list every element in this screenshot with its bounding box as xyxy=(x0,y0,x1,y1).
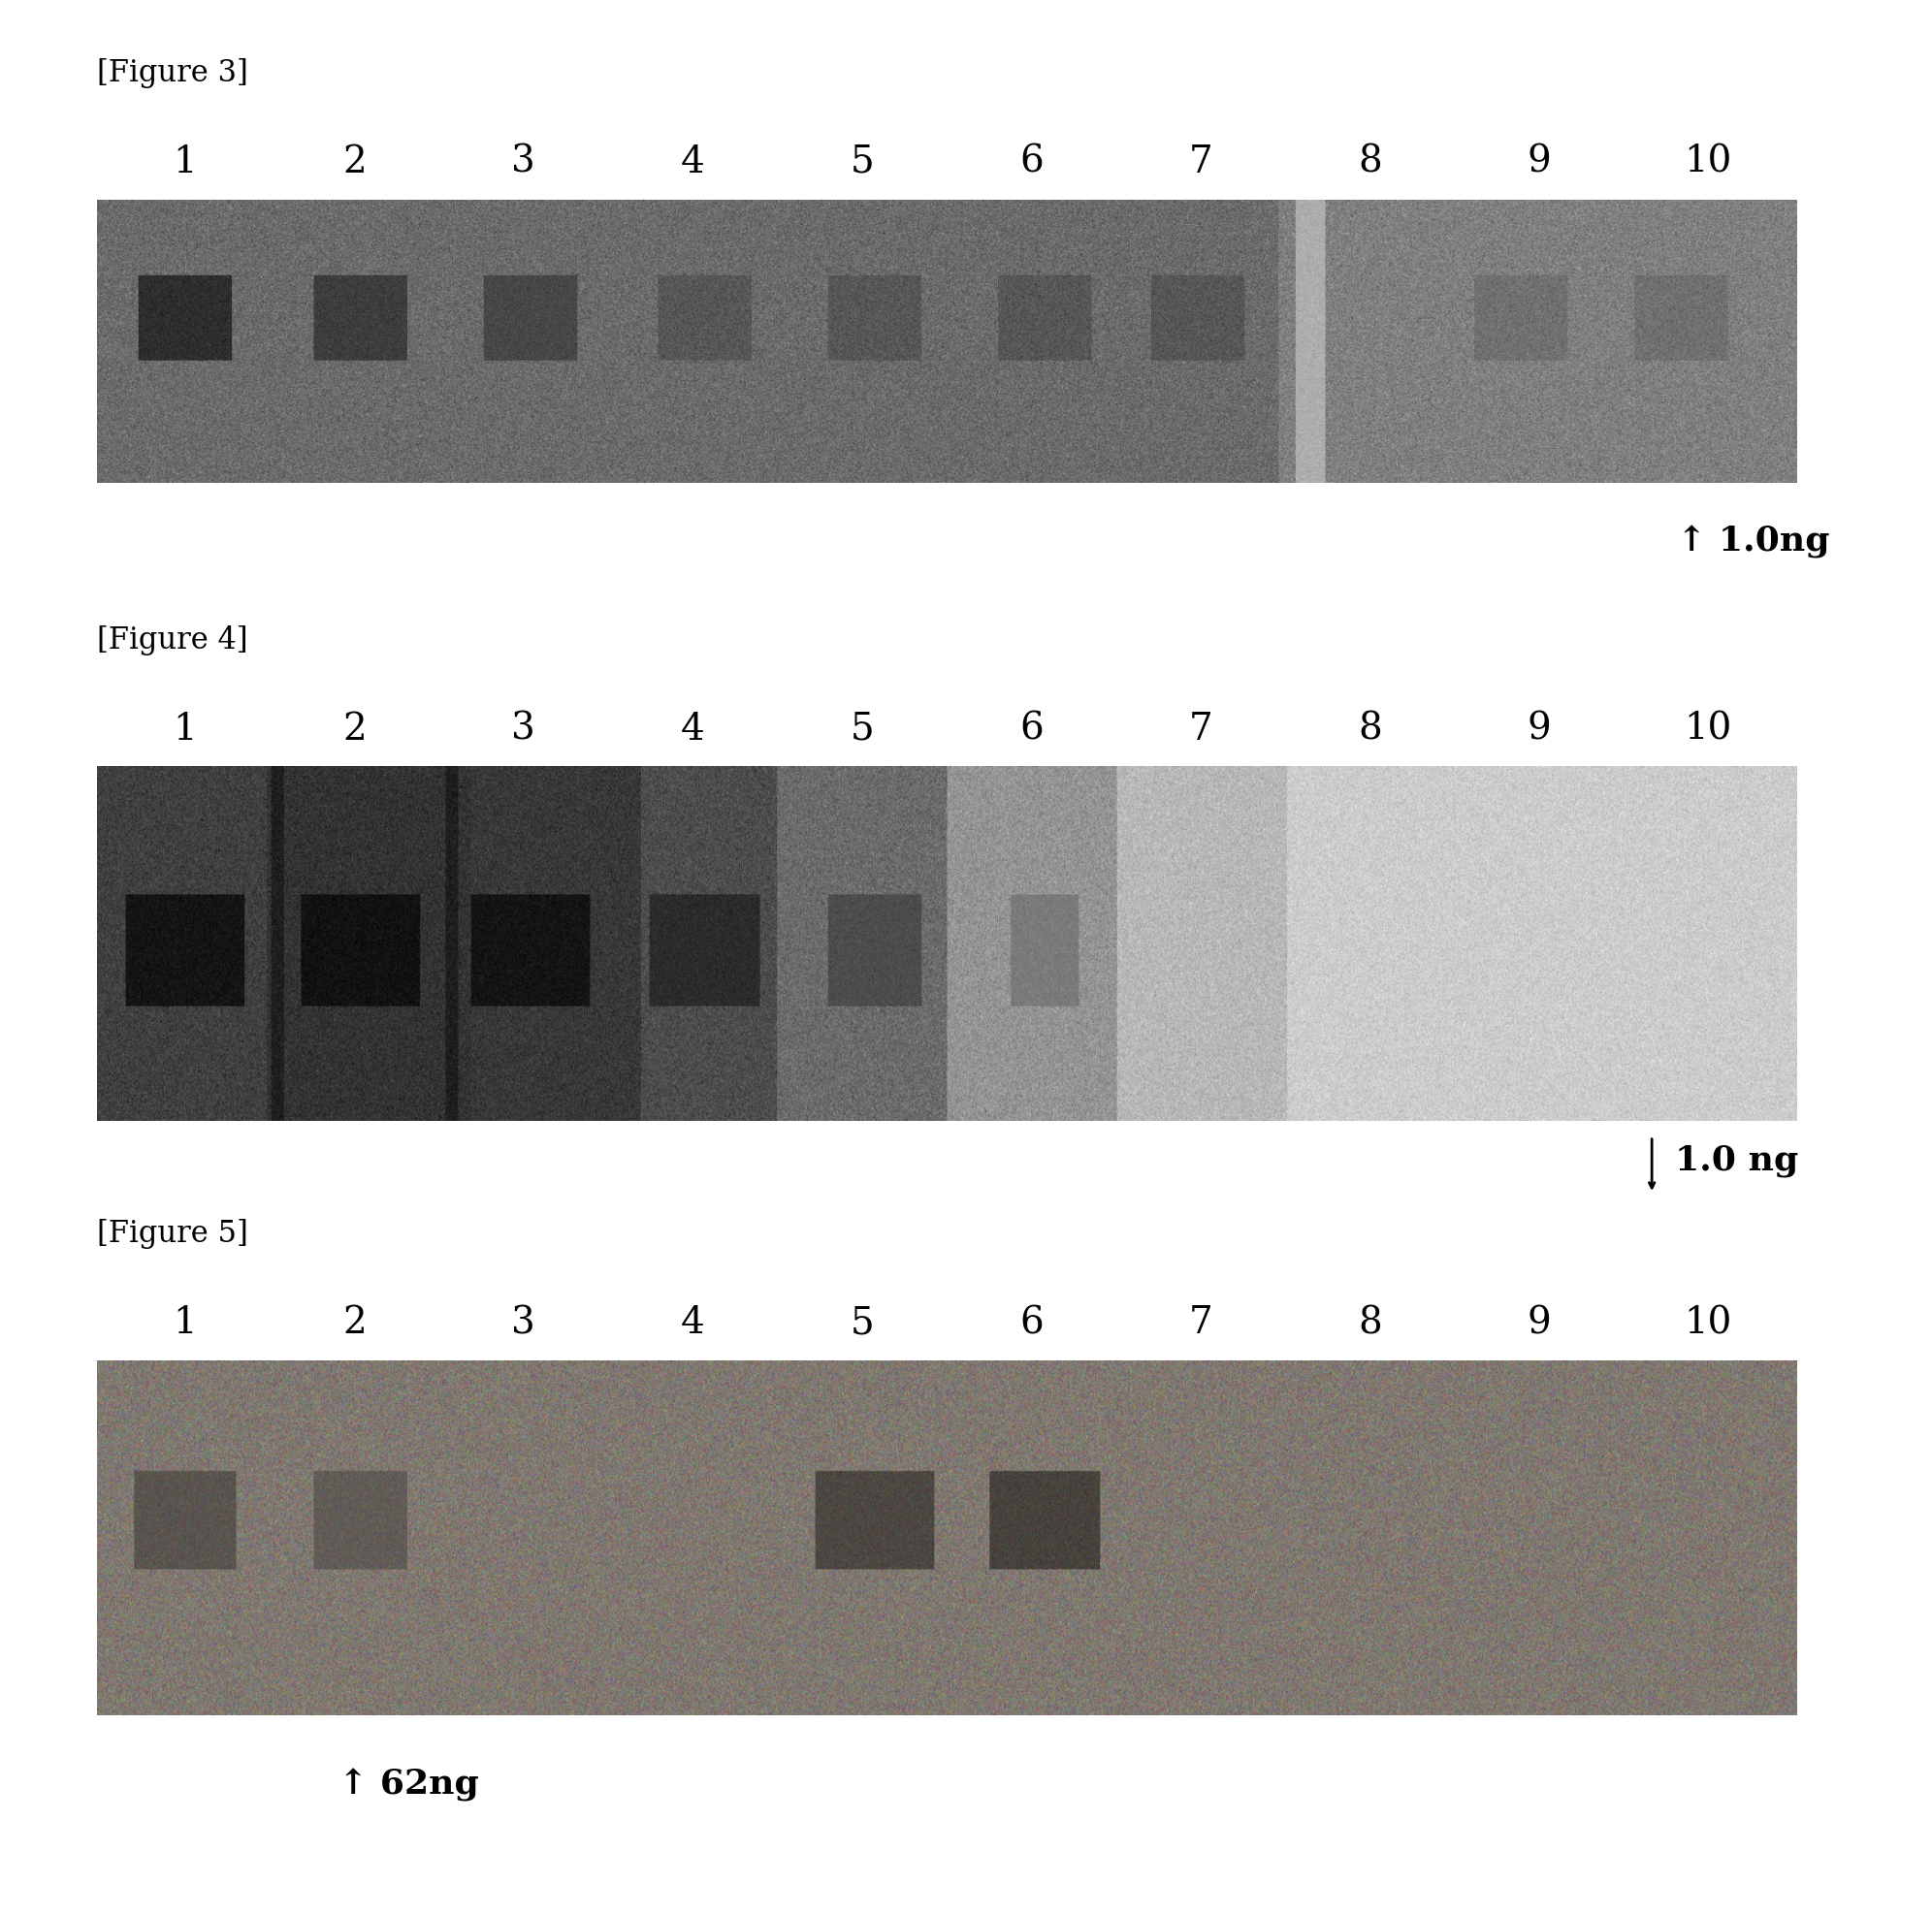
Text: [Figure 5]: [Figure 5] xyxy=(97,1219,247,1249)
Text: 4: 4 xyxy=(680,1305,705,1341)
Text: 2: 2 xyxy=(342,144,367,180)
Text: 10: 10 xyxy=(1685,711,1733,747)
Text: 6: 6 xyxy=(1020,711,1043,747)
Text: 10: 10 xyxy=(1685,144,1733,180)
Text: 1: 1 xyxy=(174,144,197,180)
Text: 4: 4 xyxy=(680,144,705,180)
Text: 7: 7 xyxy=(1188,144,1213,180)
Text: 1.0 ng: 1.0 ng xyxy=(1675,1144,1799,1176)
Text: 3: 3 xyxy=(512,144,535,180)
Text: 8: 8 xyxy=(1358,711,1381,747)
Text: 9: 9 xyxy=(1526,1305,1551,1341)
Text: 8: 8 xyxy=(1358,1305,1381,1341)
Text: 6: 6 xyxy=(1020,1305,1043,1341)
Text: ↑ 62ng: ↑ 62ng xyxy=(338,1768,479,1801)
Text: 1: 1 xyxy=(174,1305,197,1341)
Text: 4: 4 xyxy=(680,711,705,747)
Text: 3: 3 xyxy=(512,711,535,747)
Text: 8: 8 xyxy=(1358,144,1381,180)
Text: 7: 7 xyxy=(1188,711,1213,747)
Text: 9: 9 xyxy=(1526,144,1551,180)
Text: 2: 2 xyxy=(342,711,367,747)
Text: 7: 7 xyxy=(1188,1305,1213,1341)
Text: 1: 1 xyxy=(174,711,197,747)
Text: 9: 9 xyxy=(1526,711,1551,747)
Text: [Figure 4]: [Figure 4] xyxy=(97,625,247,655)
Text: 6: 6 xyxy=(1020,144,1043,180)
Text: [Figure 3]: [Figure 3] xyxy=(97,57,247,88)
Text: 5: 5 xyxy=(850,711,873,747)
Text: 3: 3 xyxy=(512,1305,535,1341)
Text: 5: 5 xyxy=(850,1305,873,1341)
Text: 2: 2 xyxy=(342,1305,367,1341)
Text: 10: 10 xyxy=(1685,1305,1733,1341)
Text: 5: 5 xyxy=(850,144,873,180)
Text: ↑ 1.0ng: ↑ 1.0ng xyxy=(1677,525,1830,558)
